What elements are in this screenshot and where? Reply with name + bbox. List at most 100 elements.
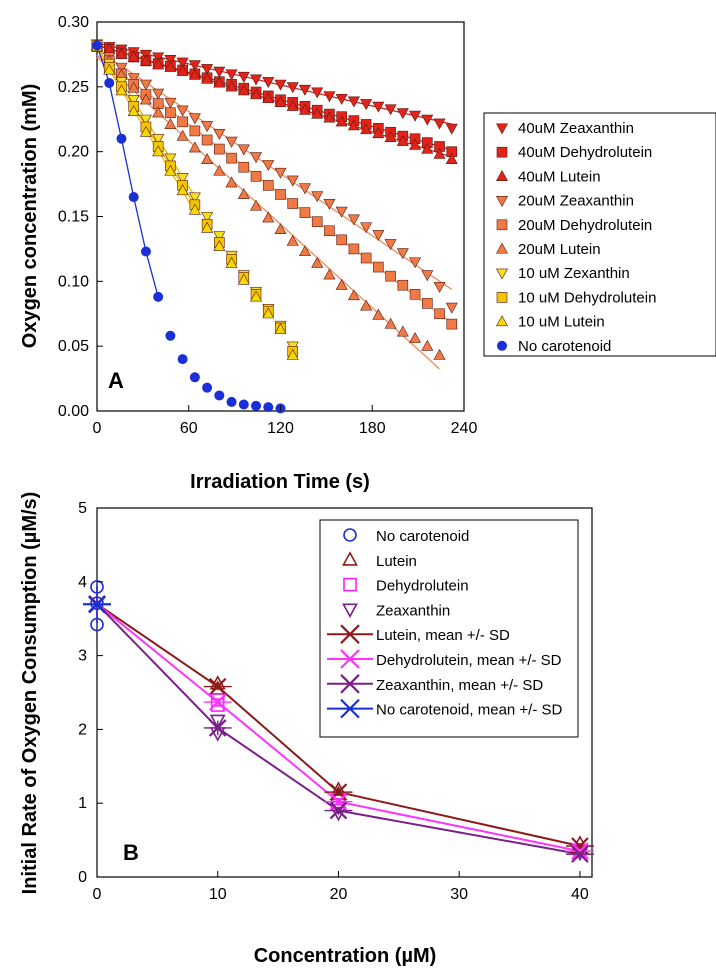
panel-b-x-tick-label: 40 [571, 886, 589, 903]
data-point [139, 125, 152, 137]
data-point [213, 66, 226, 78]
legend-marker [497, 340, 507, 351]
data-point [311, 107, 324, 119]
data-point [115, 84, 128, 96]
data-point [213, 231, 226, 243]
data-point [188, 192, 201, 204]
mean-marker [88, 595, 106, 614]
data-point [286, 99, 299, 111]
mean-marker [571, 845, 589, 863]
data-point [336, 234, 347, 246]
data-point [360, 123, 373, 135]
panel-a-x-tick-label: 240 [451, 420, 478, 437]
panel-b-x-tick-label: 30 [450, 886, 468, 903]
data-point [446, 318, 458, 330]
mean-marker [208, 693, 227, 711]
data-point [385, 270, 396, 282]
data-point [103, 63, 116, 75]
legend-entry: Lutein [376, 553, 417, 570]
panel-a-y-tick-label: 0.05 [58, 338, 89, 355]
data-point [177, 116, 188, 128]
data-point [165, 107, 176, 119]
mean-marker [208, 677, 227, 696]
panel-a-y-tick-label: 0.10 [58, 273, 89, 290]
mean-line [96, 603, 581, 856]
legend-marker [340, 649, 360, 669]
legend-marker [342, 603, 358, 618]
data-point [262, 77, 275, 89]
data-point [311, 256, 324, 268]
data-point [164, 164, 177, 176]
data-point [372, 308, 385, 320]
data-point [262, 160, 275, 172]
data-point [127, 105, 140, 117]
panel-b-legend-box [319, 519, 579, 738]
data-point [421, 339, 434, 351]
data-point [164, 61, 177, 72]
data-point [165, 330, 176, 341]
data-point [176, 64, 189, 76]
data-point [409, 110, 422, 122]
data-point [201, 153, 214, 164]
data-point [188, 203, 201, 215]
data-point [127, 81, 140, 93]
data-point [237, 71, 250, 83]
data-point [209, 714, 226, 730]
data-point [262, 211, 275, 223]
data-point [127, 50, 140, 62]
data-point [201, 221, 214, 233]
data-point [421, 270, 434, 282]
data-point [152, 88, 165, 100]
data-point [372, 230, 385, 242]
data-point [92, 40, 102, 51]
panel-a-x-tick-label: 0 [93, 420, 102, 437]
data-point [323, 111, 336, 123]
data-point [164, 97, 177, 109]
data-point [213, 164, 226, 176]
data-point [397, 279, 409, 291]
data-point [286, 234, 299, 246]
data-point [153, 291, 164, 302]
data-point [396, 108, 409, 120]
data-point [311, 87, 324, 99]
data-point [298, 103, 311, 115]
data-point [152, 52, 165, 64]
data-point [433, 281, 446, 293]
data-point [373, 261, 384, 273]
panel-b-x-tick-label: 0 [93, 886, 102, 903]
data-point [225, 176, 238, 188]
data-point [152, 145, 165, 157]
panel-b-y-tick-label: 2 [78, 721, 87, 738]
data-point [421, 298, 433, 309]
data-point [152, 134, 165, 146]
panel-a-y-tick-label: 0.25 [58, 79, 89, 96]
data-point [433, 348, 446, 360]
data-point [176, 57, 189, 69]
data-point [214, 390, 225, 401]
data-point [250, 74, 263, 86]
data-point [433, 147, 446, 159]
data-point [274, 223, 287, 235]
legend-entry: No carotenoid, mean +/- SD [376, 702, 563, 719]
data-point [360, 299, 373, 311]
data-point [213, 239, 226, 251]
panel-a-x-tick-label: 120 [267, 420, 294, 437]
data-point [347, 289, 360, 301]
data-point [139, 114, 152, 126]
data-point [421, 114, 434, 126]
legend-entry: 10 uM Zexanthin [518, 265, 630, 282]
panel-a-x-tick-label: 180 [359, 420, 386, 437]
fit-line [96, 42, 452, 125]
data-point [214, 143, 225, 155]
panel-b-y-tick-label: 1 [78, 795, 87, 812]
data-point [164, 153, 177, 165]
data-point [299, 207, 311, 218]
data-point [226, 152, 237, 164]
data-point [201, 64, 214, 76]
data-point [287, 198, 299, 209]
data-point [421, 142, 434, 154]
data-point [298, 245, 311, 257]
data-point [176, 105, 189, 117]
panel-b-x-tick-label: 10 [209, 886, 227, 903]
data-point [384, 131, 397, 142]
